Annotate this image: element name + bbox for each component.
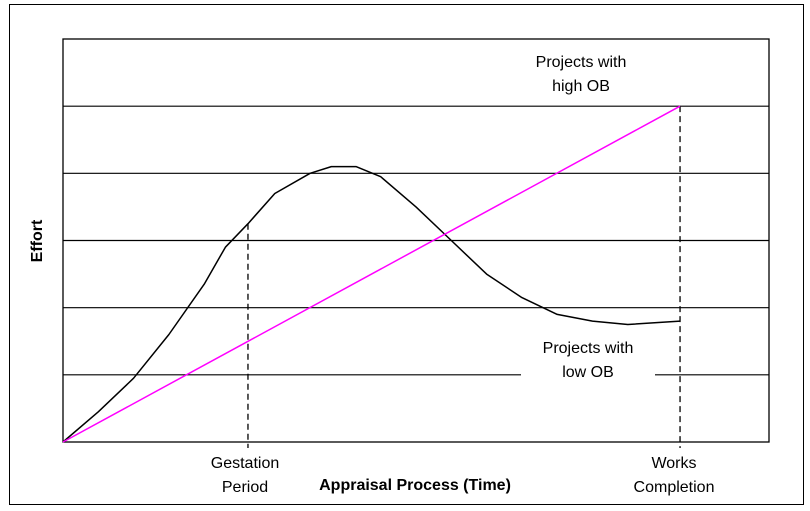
gestation-label-line1: Gestation (210, 455, 280, 472)
series-line-projects-with-low-ob (62, 165, 681, 443)
chart-frame (9, 4, 804, 505)
high-ob-label-line1: Projects with (535, 54, 627, 71)
high-ob-label: Projects with high OB (521, 51, 641, 99)
low-ob-label-line1: Projects with (542, 340, 634, 357)
works-label-line2: Completion (633, 479, 715, 496)
grid (62, 38, 770, 443)
y-axis-label: Effort (29, 219, 46, 263)
marker-lines (247, 106, 681, 448)
gestation-label-line2: Period (221, 479, 269, 496)
works-completion-label: Works Completion (614, 452, 734, 500)
low-ob-label: Projects with low OB (521, 337, 655, 385)
x-axis-label: Appraisal Process (Time) (319, 477, 511, 494)
series-lines (62, 105, 681, 443)
high-ob-label-line2: high OB (552, 78, 610, 95)
series-line-projects-with-high-ob (62, 105, 681, 443)
gestation-period-label: Gestation Period (185, 452, 305, 500)
works-label-line1: Works (651, 455, 697, 472)
low-ob-label-line2: low OB (562, 364, 614, 381)
